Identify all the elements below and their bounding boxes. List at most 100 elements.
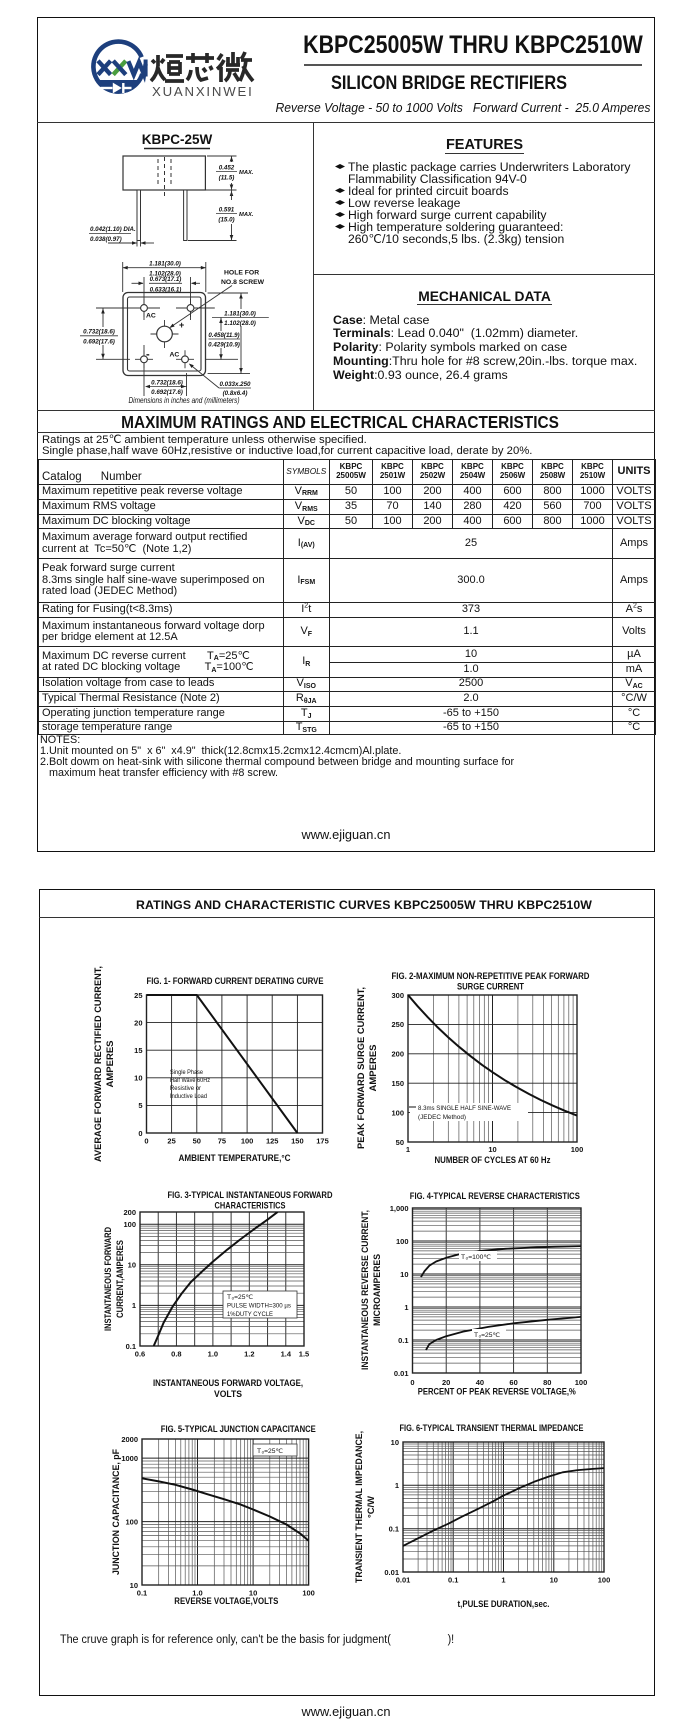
svg-text:VOLTS: VOLTS (214, 1389, 242, 1399)
svg-text:0: 0 (410, 1378, 414, 1387)
svg-text:8.3ms SINGLE HALF SINE-WAVE: 8.3ms SINGLE HALF SINE-WAVE (418, 1105, 511, 1112)
svg-text:PERCENT OF PEAK REVERSE VOLTAG: PERCENT OF PEAK REVERSE VOLTAGE,% (418, 1387, 577, 1397)
svg-text:60: 60 (509, 1378, 517, 1387)
svg-text:0.01: 0.01 (394, 1369, 409, 1378)
svg-text:0: 0 (138, 1129, 142, 1138)
svg-text:NO.8 SCREW: NO.8 SCREW (221, 279, 265, 286)
svg-text:200: 200 (123, 1208, 136, 1217)
svg-text:INSTANTANEOUS FORWARD VOLTAGE,: INSTANTANEOUS FORWARD VOLTAGE, (153, 1378, 303, 1388)
svg-text:-: - (146, 349, 150, 361)
svg-text:PEAK FORWARD SURGE CURRENT,: PEAK FORWARD SURGE CURRENT, (356, 987, 366, 1149)
svg-text:15: 15 (134, 1046, 142, 1055)
svg-text:FIG. 2-MAXIMUM NON-REPETITIVE: FIG. 2-MAXIMUM NON-REPETITIVE PEAK FORWA… (392, 971, 590, 981)
svg-text:1.5: 1.5 (299, 1350, 309, 1359)
svg-text:AC: AC (146, 313, 156, 320)
svg-text:INSTANTANEOUS REVERSE CURRENT,: INSTANTANEOUS REVERSE CURRENT, (360, 1210, 370, 1370)
svg-text:100: 100 (123, 1220, 136, 1229)
svg-text:0.673(17.1): 0.673(17.1) (150, 276, 182, 283)
svg-text:MICROAMPERES: MICROAMPERES (372, 1254, 382, 1326)
svg-text:100: 100 (391, 1108, 404, 1117)
svg-text:0.038(0.97): 0.038(0.97) (90, 236, 122, 243)
svg-text:(JEDEC Method): (JEDEC Method) (418, 1114, 466, 1121)
svg-text:250: 250 (391, 1020, 404, 1029)
svg-text:80: 80 (543, 1378, 551, 1387)
svg-text:+: + (179, 320, 184, 330)
svg-text:0.6: 0.6 (135, 1350, 145, 1359)
svg-text:20: 20 (134, 1018, 142, 1027)
svg-text:TRANSIENT THERMAL IMPEDANCE,: TRANSIENT THERMAL IMPEDANCE, (354, 1431, 364, 1583)
svg-text:CURRENT,AMPERES: CURRENT,AMPERES (115, 1240, 125, 1318)
svg-text:10: 10 (391, 1438, 399, 1447)
svg-text:Half Wave 60Hz: Half Wave 60Hz (170, 1077, 210, 1084)
svg-text:°C/W: °C/W (366, 1496, 376, 1518)
svg-text:MAX.: MAX. (239, 212, 254, 218)
svg-text:10: 10 (400, 1270, 408, 1279)
svg-text:CHARACTERISTICS: CHARACTERISTICS (215, 1201, 286, 1211)
svg-text:1000: 1000 (121, 1454, 138, 1463)
svg-text:1.181(30.0): 1.181(30.0) (149, 261, 181, 268)
svg-text:FIG. 1- FORWARD CURRENT DERATI: FIG. 1- FORWARD CURRENT DERATING CURVE (147, 976, 324, 986)
svg-text:50: 50 (396, 1138, 404, 1147)
svg-text:FIG. 5-TYPICAL JUNCTION CAPACI: FIG. 5-TYPICAL JUNCTION CAPACITANCE (161, 1424, 316, 1434)
svg-text:T ₒ=25℃: T ₒ=25℃ (227, 1294, 253, 1301)
svg-text:25: 25 (167, 1137, 175, 1146)
svg-text:Resistive or: Resistive or (170, 1085, 202, 1092)
svg-text:0.1: 0.1 (389, 1525, 399, 1534)
svg-text:1.2: 1.2 (244, 1350, 254, 1359)
svg-text:KBPC-25W: KBPC-25W (142, 132, 213, 147)
svg-text:20: 20 (442, 1378, 450, 1387)
svg-text:0.1: 0.1 (448, 1576, 458, 1585)
svg-text:10: 10 (249, 1589, 257, 1598)
svg-text:MAX.: MAX. (239, 170, 254, 176)
svg-text:0.042(1.10) DIA.: 0.042(1.10) DIA. (90, 226, 136, 233)
svg-text:25: 25 (134, 991, 142, 1000)
svg-text:Dimensions in inches and (mill: Dimensions in inches and (millimeters) (129, 395, 240, 405)
svg-text:FIG. 4-TYPICAL REVERSE CHARACT: FIG. 4-TYPICAL REVERSE CHARACTERISTICS (410, 1191, 580, 1201)
svg-text:300: 300 (391, 991, 404, 1000)
svg-text:10: 10 (488, 1145, 496, 1154)
svg-text:0.01: 0.01 (384, 1568, 399, 1577)
svg-text:100: 100 (571, 1145, 584, 1154)
svg-text:FIG. 6-TYPICAL TRANSIENT THERM: FIG. 6-TYPICAL TRANSIENT THERMAL IMPEDAN… (400, 1423, 584, 1433)
svg-text:1.102(28.0): 1.102(28.0) (224, 320, 256, 327)
svg-text:100: 100 (598, 1576, 611, 1585)
svg-text:100: 100 (241, 1137, 254, 1146)
svg-text:(15.0): (15.0) (218, 217, 234, 224)
svg-text:NUMBER OF CYCLES AT 60 Hz: NUMBER OF CYCLES AT 60 Hz (435, 1155, 551, 1165)
svg-text:0.01: 0.01 (396, 1576, 411, 1585)
svg-text:(11.5): (11.5) (219, 175, 235, 182)
svg-text:T ₒ=25℃: T ₒ=25℃ (257, 1448, 283, 1455)
svg-text:t,PULSE DURATION,sec.: t,PULSE DURATION,sec. (458, 1599, 550, 1609)
svg-text:150: 150 (291, 1137, 304, 1146)
svg-text:10: 10 (130, 1581, 138, 1590)
svg-text:100: 100 (302, 1589, 315, 1598)
svg-text:T ₒ=25℃: T ₒ=25℃ (474, 1332, 500, 1339)
svg-text:REVERSE VOLTAGE,VOLTS: REVERSE VOLTAGE,VOLTS (174, 1596, 278, 1606)
svg-text:0.692(17.6): 0.692(17.6) (83, 338, 115, 345)
svg-text:0.591: 0.591 (219, 207, 235, 214)
svg-text:1: 1 (406, 1145, 410, 1154)
svg-text:50: 50 (193, 1137, 201, 1146)
svg-text:AMPERES: AMPERES (368, 1045, 378, 1092)
svg-text:AVERAGE FORWARD RECTIFIED CURR: AVERAGE FORWARD RECTIFIED CURRENT, (93, 966, 103, 1162)
svg-text:0.1: 0.1 (137, 1589, 147, 1598)
svg-text:175: 175 (316, 1137, 329, 1146)
svg-text:0.452: 0.452 (219, 165, 235, 172)
svg-text:200: 200 (391, 1050, 404, 1059)
svg-text:1.0: 1.0 (208, 1350, 218, 1359)
svg-text:1: 1 (501, 1576, 505, 1585)
svg-text:0.633(16.1): 0.633(16.1) (150, 287, 182, 294)
svg-text:1: 1 (132, 1301, 136, 1310)
svg-text:Single Phase: Single Phase (170, 1069, 203, 1076)
svg-text:PULSE WIDTH=300 µs: PULSE WIDTH=300 µs (227, 1303, 291, 1310)
svg-text:INSTANTANEOUS FORWARD: INSTANTANEOUS FORWARD (103, 1227, 113, 1331)
svg-text:1.0: 1.0 (192, 1589, 202, 1598)
svg-text:0.458(11.9): 0.458(11.9) (208, 332, 239, 339)
svg-text:HOLE FOR: HOLE FOR (224, 270, 259, 277)
svg-text:SURGE CURRENT: SURGE CURRENT (457, 982, 524, 992)
svg-text:T ₒ=100℃: T ₒ=100℃ (461, 1254, 491, 1261)
svg-text:0.8: 0.8 (171, 1350, 181, 1359)
svg-text:1.4: 1.4 (281, 1350, 292, 1359)
svg-text:125: 125 (266, 1137, 279, 1146)
svg-text:0.732(18.6): 0.732(18.6) (83, 329, 115, 336)
